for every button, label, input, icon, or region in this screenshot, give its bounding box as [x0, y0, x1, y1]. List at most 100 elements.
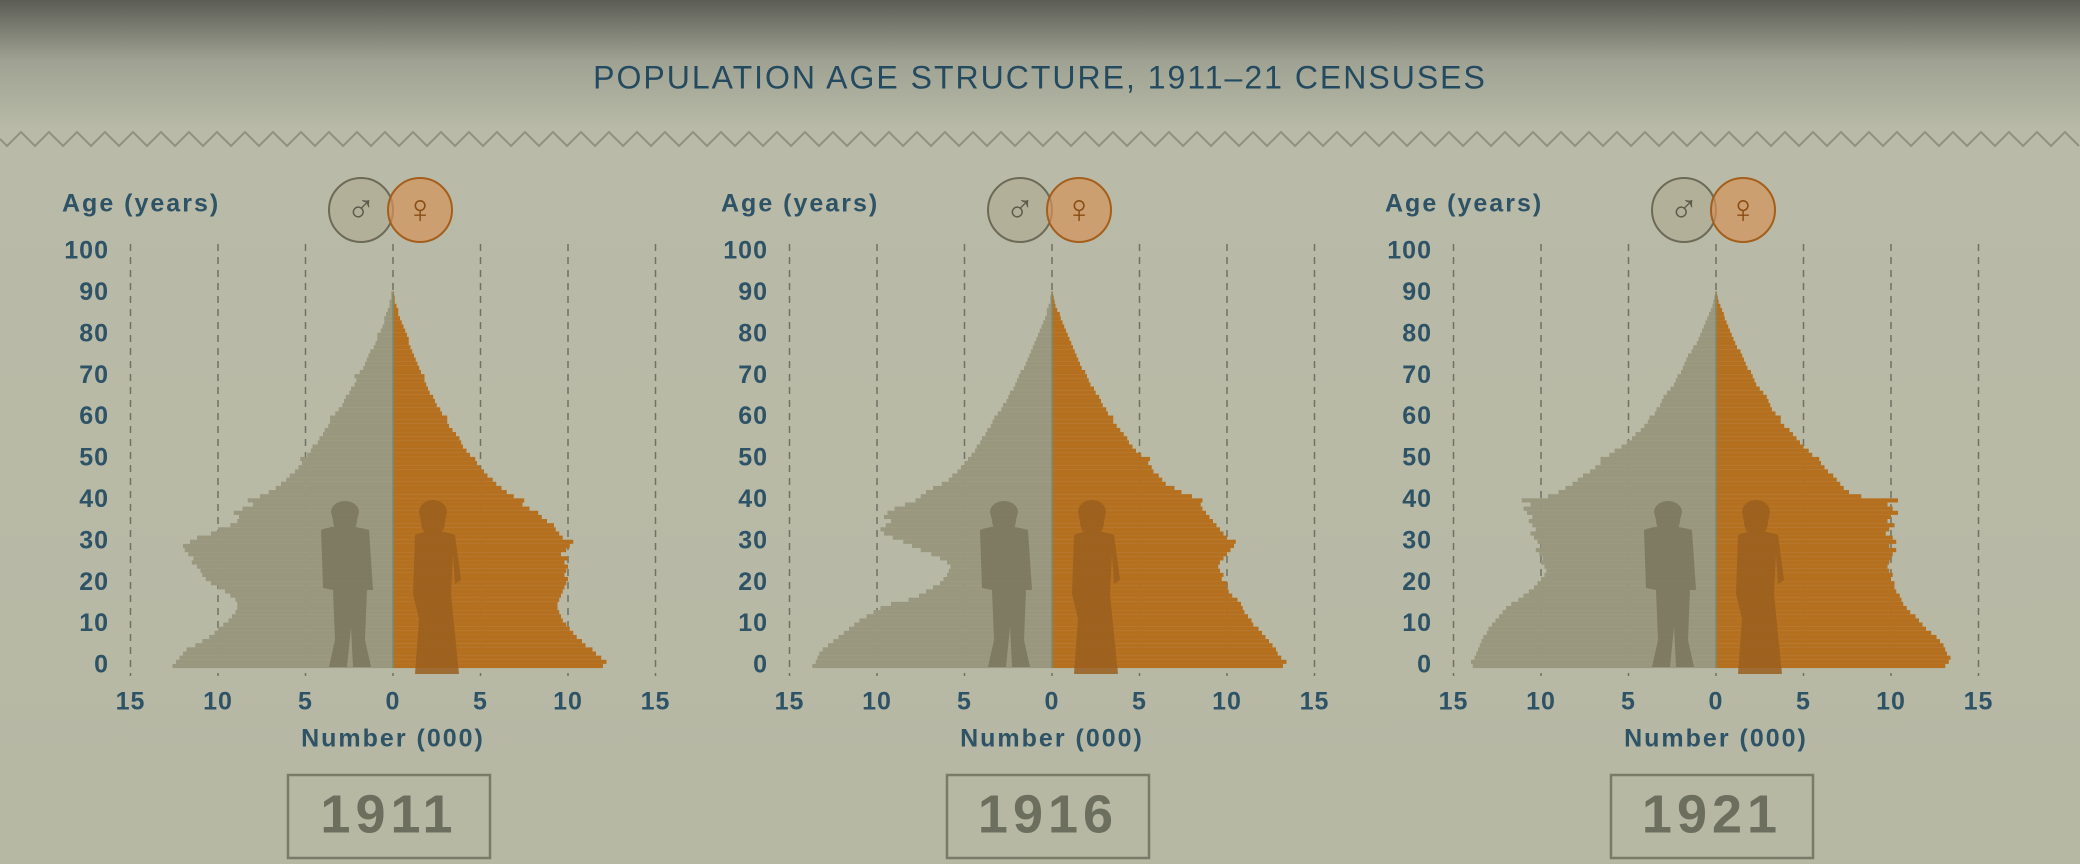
- bar: [393, 436, 460, 440]
- bar: [320, 436, 394, 440]
- bar: [339, 407, 393, 411]
- bar: [393, 478, 493, 482]
- bar: [1644, 424, 1716, 428]
- bar: [1664, 395, 1717, 399]
- bar: [1052, 523, 1217, 527]
- bar: [1031, 349, 1052, 353]
- bar: [1685, 362, 1717, 366]
- bar: [994, 416, 1052, 420]
- bar: [384, 316, 393, 320]
- bar: [1601, 457, 1717, 461]
- bar: [1716, 382, 1756, 386]
- bar: [1559, 490, 1717, 494]
- bar: [1681, 370, 1716, 374]
- bar: [1662, 399, 1716, 403]
- bar: [1532, 523, 1716, 527]
- bar: [377, 337, 393, 341]
- bar: [1716, 478, 1837, 482]
- bar: [393, 370, 421, 374]
- bar: [1047, 308, 1052, 312]
- bar: [393, 320, 402, 324]
- bar: [916, 498, 1053, 502]
- bar: [237, 602, 393, 606]
- bar: [1052, 465, 1152, 469]
- bar: [302, 461, 393, 465]
- bar: [1641, 428, 1716, 432]
- bar: [1007, 399, 1053, 403]
- y-tick-label: 10: [1402, 609, 1432, 637]
- bar: [1650, 416, 1717, 420]
- bar: [281, 482, 393, 486]
- bar: [1716, 370, 1751, 374]
- bar: [363, 366, 393, 370]
- bar: [236, 610, 394, 614]
- bar: [1052, 316, 1061, 320]
- bar: [968, 457, 1052, 461]
- bar: [1052, 411, 1108, 415]
- bar: [393, 457, 475, 461]
- bar: [975, 449, 1052, 453]
- bar: [393, 378, 425, 382]
- bar: [1716, 399, 1769, 403]
- bar: [1693, 345, 1716, 349]
- bar: [1609, 453, 1716, 457]
- bar: [393, 440, 461, 444]
- x-tick-label: 15: [1439, 688, 1469, 716]
- bar: [1003, 403, 1052, 407]
- bar: [1700, 333, 1716, 337]
- bar: [1716, 403, 1770, 407]
- bar: [1532, 515, 1716, 519]
- bar: [1052, 432, 1124, 436]
- bar: [1707, 316, 1716, 320]
- bar: [236, 598, 394, 602]
- bar: [290, 473, 393, 477]
- bar: [393, 515, 542, 519]
- bar: [1052, 424, 1117, 428]
- bar: [1033, 345, 1052, 349]
- bar: [1024, 366, 1052, 370]
- bar: [1716, 353, 1742, 357]
- bar: [1052, 449, 1136, 453]
- bar: [1028, 358, 1053, 362]
- y-tick-label: 40: [738, 485, 768, 513]
- bar: [1052, 436, 1127, 440]
- bar: [1052, 420, 1113, 424]
- bar: [1601, 461, 1717, 465]
- bar: [933, 486, 1052, 490]
- bar: [1716, 486, 1844, 490]
- bar: [1045, 316, 1052, 320]
- x-tick-label: 10: [1526, 688, 1556, 716]
- y-tick-label: 50: [1402, 444, 1432, 472]
- bar: [1716, 424, 1784, 428]
- bar: [269, 490, 393, 494]
- year-label: 1921: [1642, 784, 1782, 844]
- y-tick-label: 40: [79, 485, 109, 513]
- bar: [1038, 333, 1052, 337]
- bar: [993, 420, 1053, 424]
- bar: [1716, 428, 1790, 432]
- bar: [1622, 445, 1717, 449]
- bar: [1688, 353, 1716, 357]
- bar: [355, 374, 394, 378]
- bar: [1052, 391, 1096, 395]
- x-tick-label: 0: [1709, 688, 1724, 716]
- bar: [1052, 515, 1210, 519]
- bar: [1052, 358, 1078, 362]
- bar: [1655, 411, 1716, 415]
- bar: [1716, 453, 1812, 457]
- bar: [1716, 445, 1804, 449]
- bar: [1052, 324, 1064, 328]
- bar: [886, 523, 1052, 527]
- bar: [1029, 353, 1052, 357]
- bar: [958, 469, 1053, 473]
- bar: [1531, 502, 1717, 506]
- y-tick-label: 70: [738, 361, 768, 389]
- bar: [1021, 370, 1053, 374]
- bar: [393, 349, 412, 353]
- x-tick-label: 0: [386, 688, 401, 716]
- bar: [215, 631, 394, 635]
- bar: [1052, 490, 1182, 494]
- legend-label: ♀: [405, 188, 435, 232]
- x-tick-label: 5: [473, 688, 488, 716]
- bar: [1010, 391, 1052, 395]
